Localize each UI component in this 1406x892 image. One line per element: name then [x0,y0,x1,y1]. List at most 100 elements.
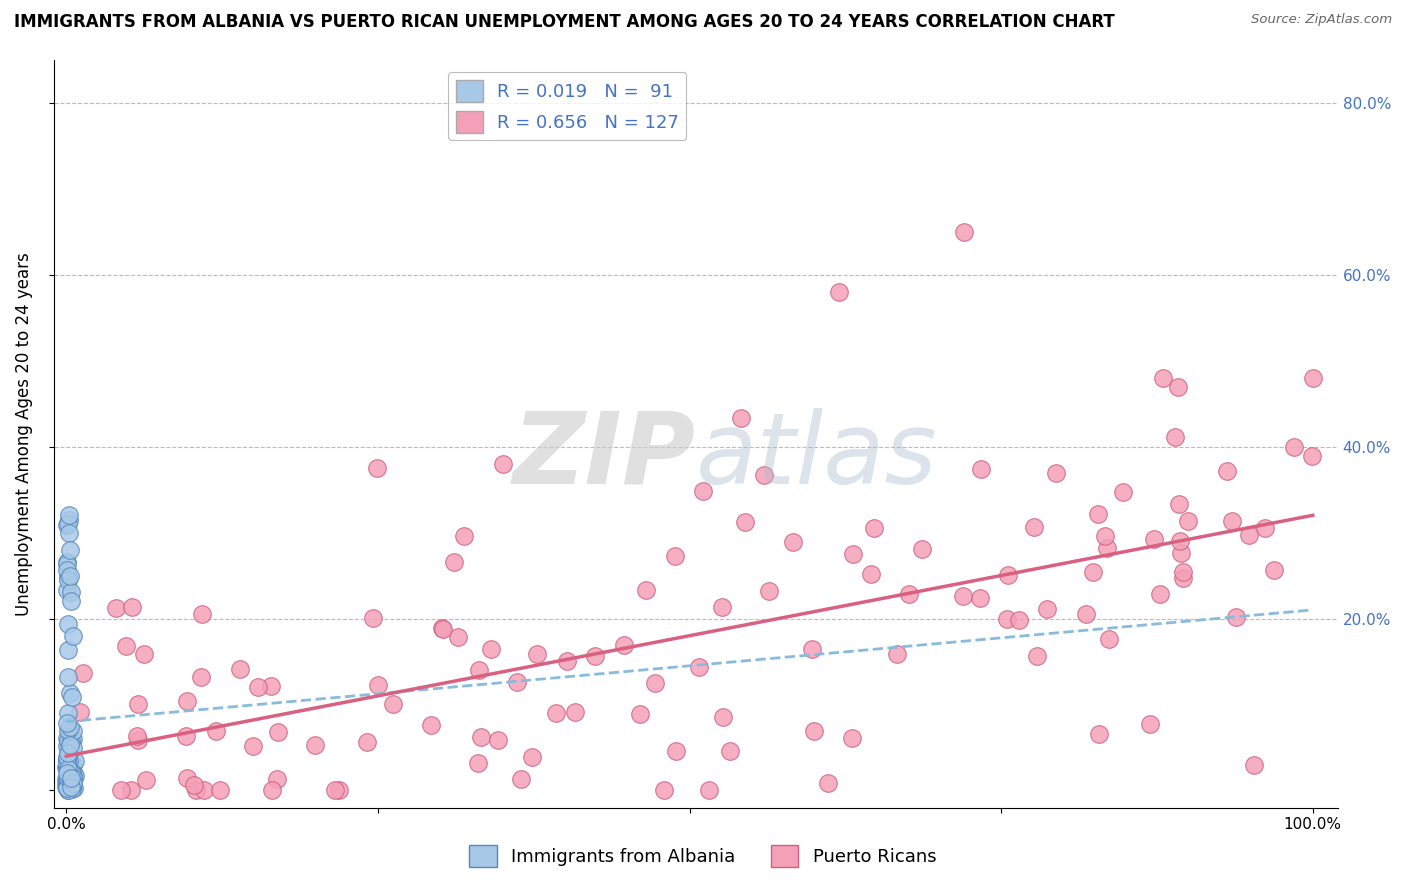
Point [1171,565,1194,579]
Point [841,731,863,745]
Point [952,589,974,603]
Point [842,547,865,561]
Point [62,731,84,746]
Point [56,769,79,783]
Point [63,769,86,783]
Point [1045,466,1067,480]
Point [56,768,79,782]
Point [752,468,775,483]
Point [56,756,79,771]
Point [1087,507,1109,521]
Point [58,508,80,523]
Point [55,772,77,786]
Point [56,782,79,797]
Point [58,723,80,737]
Point [115,639,138,653]
Point [205,724,228,739]
Point [1254,521,1277,535]
Point [59,721,82,735]
Point [467,756,489,771]
Point [897,587,920,601]
Point [1024,519,1046,533]
Point [62,724,84,739]
Point [58,773,80,788]
Point [60,778,83,792]
Point [62,770,84,784]
Point [260,679,283,693]
Point [952,225,974,239]
Point [817,776,839,790]
Point [1216,464,1239,478]
Text: atlas: atlas [696,408,938,505]
Point [55,780,77,794]
Point [664,744,686,758]
Point [59,738,82,752]
Point [58,513,80,527]
Point [56,771,79,785]
Point [995,612,1018,626]
Point [1173,571,1195,585]
Point [125,729,148,743]
Point [56,555,79,569]
Point [59,542,82,557]
Point [555,654,578,668]
Point [58,754,80,768]
Point [1097,541,1119,555]
Point [1035,602,1057,616]
Point [63,780,86,795]
Point [56,760,79,774]
Point [56,643,79,657]
Point [135,773,157,788]
Point [304,738,326,752]
Point [59,780,82,795]
Point [56,773,79,788]
Point [59,777,82,791]
Point [366,461,388,475]
Point [242,739,264,753]
Text: IMMIGRANTS FROM ALBANIA VS PUERTO RICAN UNEMPLOYMENT AMONG AGES 20 TO 24 YEARS C: IMMIGRANTS FROM ALBANIA VS PUERTO RICAN … [14,13,1115,31]
Point [56,761,79,775]
Point [1302,370,1324,384]
Point [652,783,675,797]
Point [59,771,82,785]
Point [1167,380,1189,394]
Point [58,747,80,761]
Point [1074,607,1097,621]
Point [860,566,883,581]
Point [56,777,79,791]
Point [969,591,991,605]
Point [55,776,77,790]
Point [59,772,82,786]
Point [1152,370,1174,384]
Point [634,583,657,598]
Point [432,622,454,636]
Point [58,764,80,778]
Point [782,535,804,549]
Point [176,694,198,708]
Point [56,779,79,793]
Point [174,729,197,743]
Point [60,690,83,704]
Point [1170,546,1192,560]
Point [56,780,79,795]
Point [1177,514,1199,528]
Point [382,697,405,711]
Point [56,570,79,584]
Point [479,641,502,656]
Point [911,542,934,557]
Point [468,663,491,677]
Point [453,528,475,542]
Point [267,725,290,739]
Point [970,462,993,476]
Point [356,735,378,749]
Point [55,739,77,753]
Point [60,766,83,780]
Point [62,629,84,643]
Point [63,766,86,780]
Point [803,724,825,739]
Point [470,730,492,744]
Point [734,515,756,529]
Point [583,648,606,663]
Point [697,783,720,797]
Point [229,662,252,676]
